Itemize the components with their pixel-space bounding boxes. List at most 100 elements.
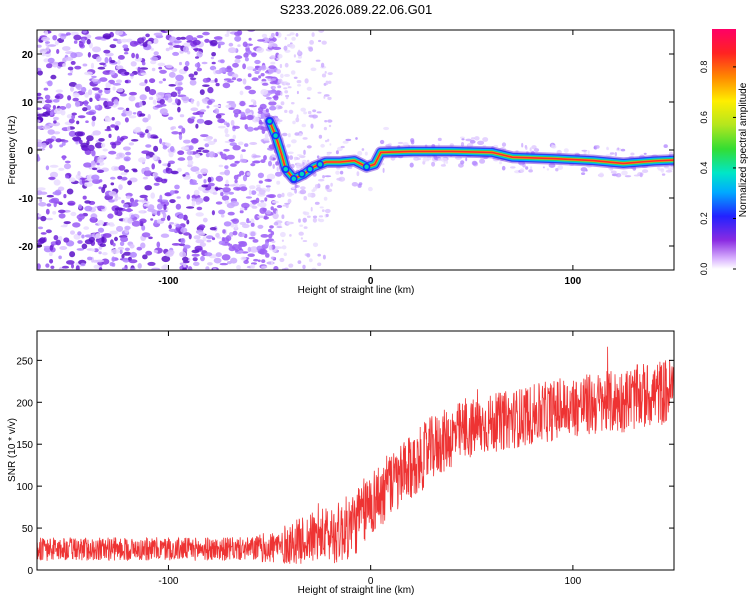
noise-blob [302,137,308,140]
noise-blob [260,112,266,119]
noise-blob [176,196,181,199]
noise-blob [303,111,307,115]
noise-blob [126,207,132,213]
noise-blob [41,125,51,130]
noise-blob [251,205,258,209]
noise-blob [266,261,275,265]
noise-blob [83,162,93,168]
noise-blob [119,241,125,247]
noise-blob [182,174,186,177]
noise-blob [280,231,286,238]
halo-blob [296,162,302,166]
noise-blob [268,90,277,94]
noise-blob [169,146,175,152]
noise-blob [141,61,146,66]
noise-blob [218,209,226,215]
noise-blob [280,73,284,79]
noise-blob [109,70,116,76]
noise-blob [317,253,322,257]
noise-blob [137,37,145,44]
noise-blob [47,129,55,135]
noise-blob [304,78,309,84]
noise-blob [128,115,137,119]
halo-blob [617,147,620,151]
noise-blob [229,184,236,187]
noise-blob [161,209,165,215]
noise-blob [120,236,129,243]
noise-blob [122,203,129,208]
noise-blob [100,143,106,148]
noise-blob [157,62,166,67]
noise-blob [323,126,327,131]
noise-blob [317,262,322,267]
noise-blob [72,97,79,102]
noise-blob [302,217,307,223]
noise-blob [89,97,93,103]
noise-blob [102,233,112,238]
noise-blob [91,75,97,79]
noise-blob [138,101,143,108]
noise-blob [196,100,200,107]
noise-blob [300,237,303,240]
noise-blob [186,155,193,162]
noise-blob [302,264,306,270]
noise-blob [152,136,159,139]
noise-blob [260,200,265,203]
noise-blob [177,167,182,172]
noise-blob [225,104,232,108]
noise-blob [228,191,235,195]
noise-blob [215,232,220,238]
noise-blob [142,42,148,48]
noise-blob [120,38,129,43]
ridge-point [362,163,371,171]
noise-blob [129,201,139,207]
noise-blob [260,89,269,96]
halo-blob [510,166,516,169]
noise-blob [303,226,308,229]
noise-blob [67,66,74,71]
noise-blob [294,132,300,136]
noise-blob [250,99,255,103]
noise-blob [303,149,306,155]
noise-blob [268,65,277,69]
noise-blob [228,138,235,142]
noise-blob [68,118,75,124]
noise-blob [234,249,239,252]
noise-blob [307,110,312,115]
noise-blob [205,266,210,270]
noise-blob [66,260,75,265]
halo-blob [528,169,533,173]
noise-blob [178,134,183,140]
noise-blob [104,87,111,91]
noise-blob [222,229,226,234]
noise-blob [67,95,72,101]
noise-blob [269,225,274,229]
x-tick-label: -100 [158,576,178,587]
noise-blob [61,141,66,146]
noise-blob [139,82,147,87]
noise-blob [48,123,57,127]
noise-blob [261,259,266,263]
halo-blob [351,182,359,187]
halo-blob [291,186,296,190]
noise-blob [295,117,300,123]
noise-blob [98,97,107,101]
noise-blob [318,215,324,218]
noise-blob [217,125,226,129]
noise-blob [82,195,87,200]
noise-blob [265,210,271,215]
halo-blob [288,193,295,196]
noise-blob [139,113,146,117]
noise-blob [238,241,247,244]
noise-blob [196,206,203,211]
noise-blob [260,234,269,238]
noise-blob [110,182,115,186]
halo-blob [330,182,333,187]
noise-blob [271,240,276,243]
noise-blob [279,257,285,263]
noise-blob [194,62,201,68]
noise-blob [284,37,287,40]
noise-blob [325,184,330,189]
noise-blob [169,222,175,225]
noise-blob [75,265,80,270]
